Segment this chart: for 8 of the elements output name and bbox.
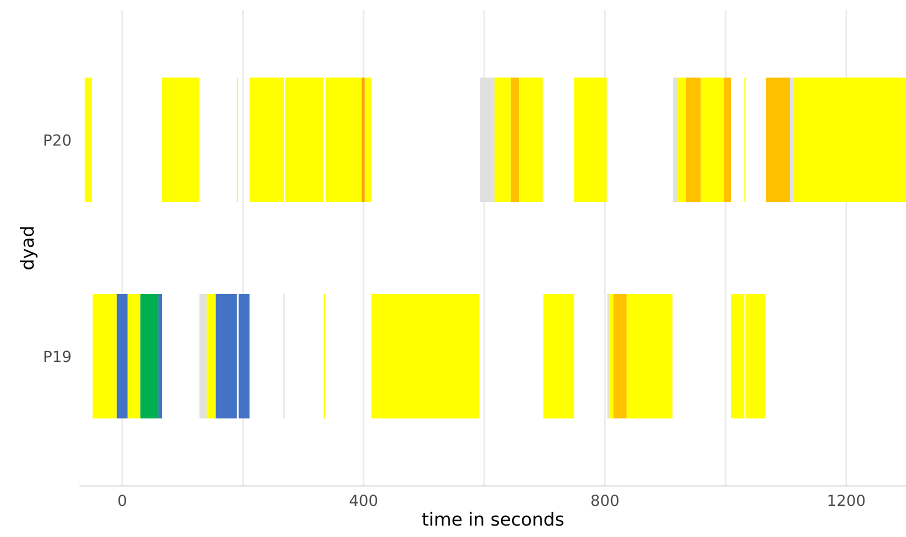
y-tick-label: P19 (44, 350, 71, 362)
y-tick-label: P20 (44, 134, 71, 146)
x-tick-label: 400 (350, 494, 378, 506)
y-axis-title: dyad (20, 227, 38, 270)
x-tick-label: 0 (118, 494, 126, 506)
x-tick-label: 800 (591, 494, 618, 506)
x-axis-title: time in seconds (422, 512, 564, 526)
x-tick-label: 1200 (828, 494, 865, 506)
